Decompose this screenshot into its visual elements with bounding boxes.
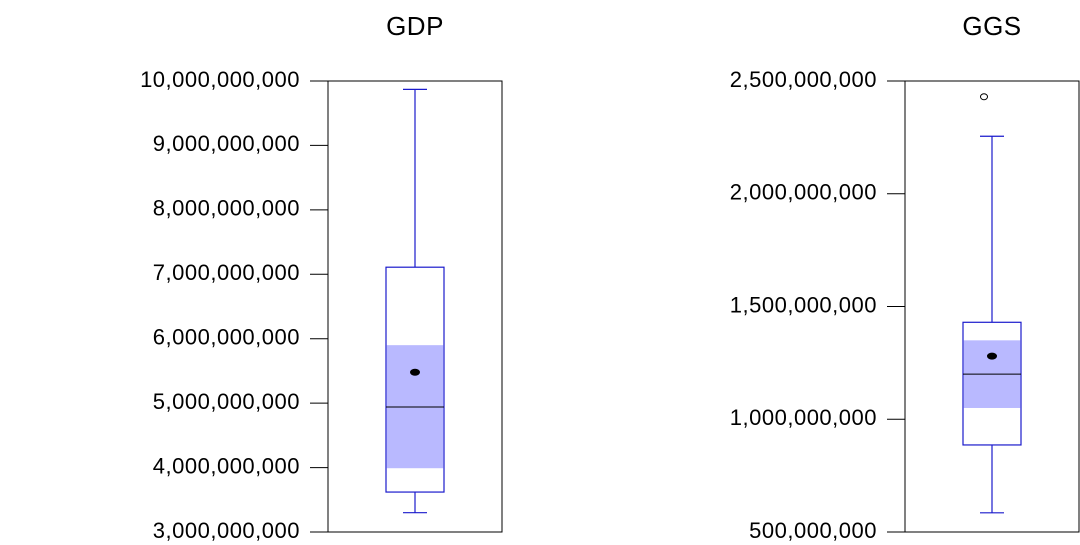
chart-title: GDP [386, 11, 444, 41]
y-tick-label: 1,000,000,000 [730, 405, 877, 430]
y-tick-label: 7,000,000,000 [153, 260, 300, 285]
y-tick-label: 5,000,000,000 [153, 389, 300, 414]
outlier [980, 93, 988, 101]
y-tick-label: 9,000,000,000 [153, 131, 300, 156]
y-tick-label: 6,000,000,000 [153, 325, 300, 350]
y-tick-label: 2,500,000,000 [730, 67, 877, 92]
y-tick-label: 4,000,000,000 [153, 453, 300, 478]
y-tick-label: 2,000,000,000 [730, 180, 877, 205]
y-tick-label: 1,500,000,000 [730, 292, 877, 317]
y-tick-label: 10,000,000,000 [140, 67, 300, 92]
mean [410, 368, 420, 376]
y-tick-label: 8,000,000,000 [153, 196, 300, 221]
y-tick-label: 500,000,000 [749, 518, 877, 543]
plot-frame [327, 80, 503, 533]
mean [987, 352, 997, 360]
y-tick-label: 3,000,000,000 [153, 518, 300, 543]
chart-title: GGS [962, 11, 1021, 41]
